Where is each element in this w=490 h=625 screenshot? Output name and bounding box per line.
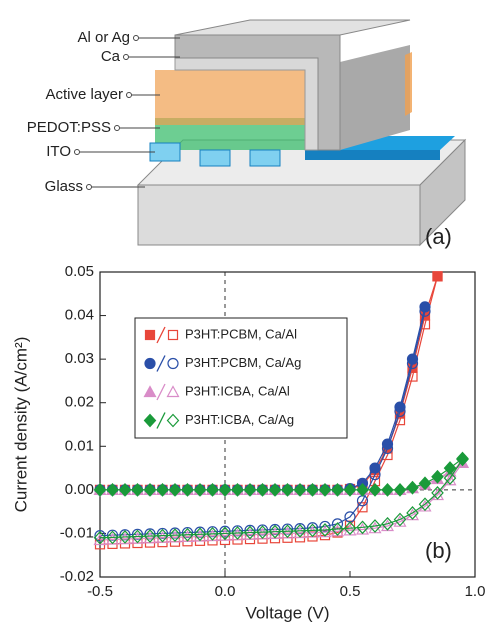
panel-label: (a) (425, 224, 452, 249)
y-tick-label: 0.00 (65, 481, 94, 498)
figure: Al or Ag Ca Active layer PEDOT:PSS ITO G… (0, 0, 490, 625)
ito-pad (250, 150, 280, 166)
y-tick-label: 0.03 (65, 350, 94, 367)
device-diagram: Al or Ag Ca Active layer PEDOT:PSS ITO G… (27, 20, 465, 249)
diagram-label: Al or Ag (77, 29, 130, 46)
diagram-label: Ca (101, 48, 121, 65)
active-layer (155, 70, 305, 125)
legend-label: P3HT:ICBA, Ca/Al (185, 383, 290, 398)
al-top (175, 20, 410, 35)
ito-pad (200, 150, 230, 166)
legend-marker (146, 331, 155, 340)
diagram-label: Glass (45, 178, 83, 195)
series-line (100, 463, 463, 540)
y-tick-label: 0.02 (65, 394, 94, 411)
series-line (100, 459, 463, 537)
legend-label: P3HT:PCBM, Ca/Al (185, 326, 297, 341)
y-tick-label: 0.04 (65, 307, 94, 324)
legend-label: P3HT:ICBA, Ca/Ag (185, 412, 294, 427)
marker (457, 452, 468, 464)
y-axis-title: Current density (A/cm²) (11, 337, 30, 513)
glass-front (138, 185, 420, 245)
page: Al or Ag Ca Active layer PEDOT:PSS ITO G… (0, 0, 490, 625)
y-tick-label: -0.01 (60, 524, 94, 541)
diagram-label: PEDOT:PSS (27, 119, 111, 136)
ito-strip-front (305, 150, 440, 160)
x-tick-label: 1.0 (465, 583, 486, 600)
x-tick-label: 0.5 (340, 583, 361, 600)
y-tick-label: 0.05 (65, 263, 94, 280)
diagram-label: Active layer (45, 86, 123, 103)
panel-label: (b) (425, 538, 452, 563)
active-sliver (405, 52, 412, 116)
x-tick-label: 0.0 (215, 583, 236, 600)
legend-marker (145, 359, 155, 369)
x-axis-title: Voltage (V) (245, 603, 329, 622)
al-side (340, 45, 410, 150)
x-tick-label: -0.5 (87, 583, 113, 600)
diagram-label: ITO (46, 143, 71, 160)
legend-label: P3HT:PCBM, Ca/Ag (185, 355, 301, 370)
y-tick-label: 0.01 (65, 437, 94, 454)
